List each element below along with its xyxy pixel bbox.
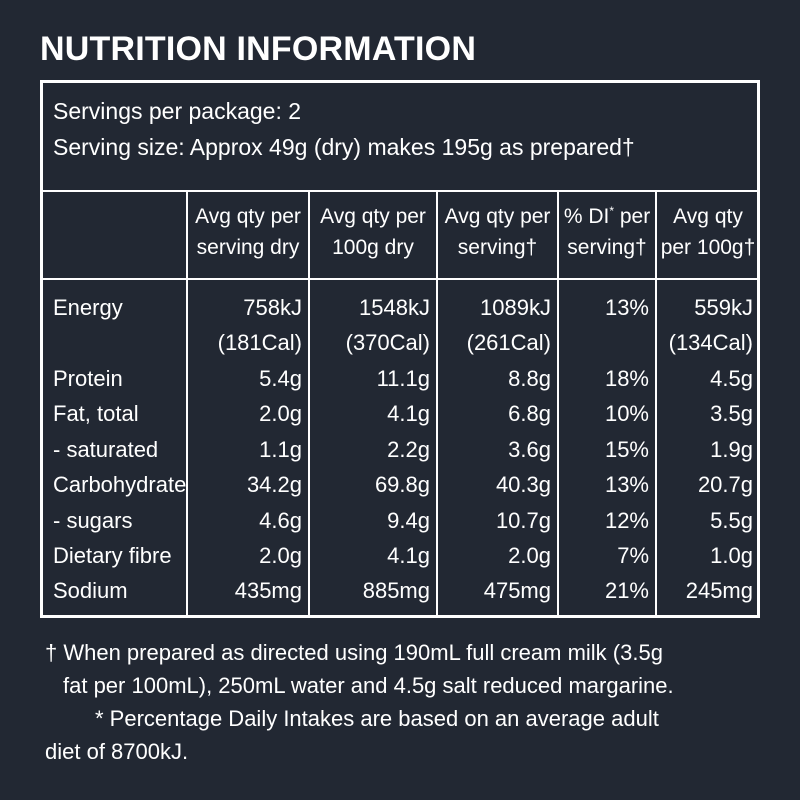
column-header-serving-dry: Avg qty per serving dry — [195, 205, 301, 259]
footnote-daily-intake: * Percentage Daily Intakes are based on … — [95, 706, 659, 731]
column-header-percent-di: % DI* per serving† — [563, 204, 651, 259]
row-label: Dietary fibre — [53, 543, 172, 568]
value-cell: 11.1g — [376, 366, 430, 391]
value-cell: 5.4g — [259, 366, 302, 391]
serving-size: Serving size: Approx 49g (dry) makes 195… — [53, 134, 635, 160]
footnotes: † When prepared as directed using 190mL … — [45, 636, 674, 768]
value-cell: 69.8g — [374, 472, 430, 497]
row-label: - sugars — [53, 508, 133, 533]
footnote-daily-intake-cont: diet of 8700kJ. — [45, 739, 189, 764]
divider-top — [43, 190, 757, 192]
value-cell: 4.1g — [387, 401, 430, 426]
value-cell: 2.0g — [508, 543, 551, 568]
value-cell: 9.4g — [387, 508, 430, 533]
value-cell: 8.8g — [508, 366, 551, 391]
value-cell: 4.5g — [710, 366, 753, 391]
value-cell: 2.0g — [259, 401, 302, 426]
value-cell: 3.6g — [508, 437, 551, 462]
value-cell: 758kJ — [243, 295, 302, 320]
value-cell: 15% — [604, 437, 649, 462]
value-cell: 13% — [604, 295, 649, 320]
value-cell: 10% — [604, 401, 649, 426]
value-cell: 10.7g — [495, 508, 551, 533]
column-header-serving-prepared: Avg qty per serving† — [444, 205, 551, 259]
value-cell: 1.0g — [710, 543, 753, 568]
row-label: Fat, total — [53, 401, 139, 426]
row-label: Protein — [53, 366, 123, 391]
value-cell: 1.9g — [710, 437, 753, 462]
value-cell: 1.1g — [259, 437, 302, 462]
row-label: Sodium — [53, 578, 128, 603]
panel-title: NUTRITION INFORMATION — [40, 30, 477, 68]
column-divider — [186, 190, 188, 615]
divider-header — [43, 278, 757, 280]
value-cell: 40.3g — [495, 472, 551, 497]
footnote-prepared: † When prepared as directed using 190mL … — [45, 640, 663, 665]
value-cell: 4.6g — [259, 508, 302, 533]
row-label: Carbohydrate — [53, 472, 187, 497]
column-header-100g-prepared: Avg qty per 100g† — [660, 205, 756, 259]
value-cell: 3.5g — [710, 401, 753, 426]
column-divider — [655, 190, 657, 615]
value-cell: 2.0g — [259, 543, 302, 568]
value-cell: 245mg — [685, 578, 753, 603]
value-cell: 12% — [604, 508, 649, 533]
value-cell: 475mg — [483, 578, 551, 603]
value-cell: (181Cal) — [217, 330, 302, 355]
value-cell: 6.8g — [508, 401, 551, 426]
value-cell: (134Cal) — [668, 330, 753, 355]
column-divider — [557, 190, 559, 615]
value-cell: 20.7g — [697, 472, 753, 497]
value-cell: 18% — [604, 366, 649, 391]
value-cell: 34.2g — [246, 472, 302, 497]
value-cell: 5.5g — [710, 508, 753, 533]
row-label: Energy — [53, 295, 123, 320]
servings-per-package: Servings per package: 2 — [53, 98, 302, 124]
column-divider — [436, 190, 438, 615]
value-cell: 885mg — [362, 578, 430, 603]
value-cell: 4.1g — [387, 543, 430, 568]
row-label: - saturated — [53, 437, 159, 462]
value-cell: 1089kJ — [480, 295, 551, 320]
value-cell: 2.2g — [387, 437, 430, 462]
value-cell: (370Cal) — [345, 330, 430, 355]
value-cell: (261Cal) — [466, 330, 551, 355]
column-divider — [308, 190, 310, 615]
serving-info: Servings per package: 2 Serving size: Ap… — [53, 93, 635, 165]
value-cell: 1548kJ — [359, 295, 430, 320]
value-cell: 7% — [617, 543, 649, 568]
nutrition-panel: Servings per package: 2 Serving size: Ap… — [40, 80, 760, 618]
value-cell: 13% — [604, 472, 649, 497]
value-cell: 559kJ — [694, 295, 753, 320]
value-cell: 435mg — [234, 578, 302, 603]
footnote-prepared-cont: fat per 100mL), 250mL water and 4.5g sal… — [63, 673, 674, 698]
column-header-100g-dry: Avg qty per 100g dry — [320, 205, 426, 259]
value-cell: 21% — [604, 578, 649, 603]
